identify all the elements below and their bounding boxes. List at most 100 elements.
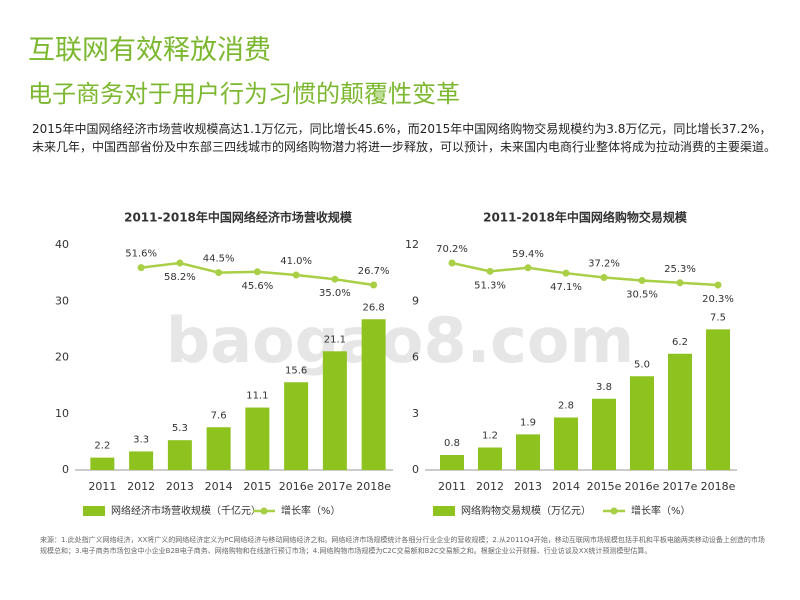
growth-marker: [714, 281, 722, 289]
x-tick-label: 2018e: [701, 480, 736, 493]
growth-marker: [292, 271, 300, 279]
x-tick-label: 2014: [552, 480, 580, 493]
bar-label: 0.8: [444, 438, 460, 449]
legend-swatch: [83, 506, 105, 516]
growth-line: [451, 261, 719, 287]
x-tick-label: 2016e: [625, 480, 660, 493]
x-tick-label: 2015e: [587, 480, 622, 493]
bar: [361, 319, 386, 470]
growth-marker: [176, 259, 184, 267]
legend-label: 网络购物交易规模（万亿元）: [461, 504, 591, 517]
growth-marker: [215, 269, 223, 277]
bar-label: 5.0: [634, 359, 650, 370]
y-tick-label: 3: [412, 407, 419, 420]
y-tick-label: 9: [412, 294, 419, 307]
chart-title: 2011-2018年中国网络购物交易规模: [483, 210, 688, 225]
y-tick-label: 20: [55, 351, 69, 364]
bar: [706, 329, 730, 470]
x-tick-label: 2012: [127, 480, 155, 493]
bar-label: 1.2: [482, 431, 498, 442]
growth-label: 44.5%: [203, 254, 235, 265]
growth-label: 58.2%: [164, 272, 196, 283]
x-tick-label: 2013: [166, 480, 194, 493]
footnote: 来源：1.此处指广义网络经济，XX将广义的网络经济定义为PC网络经济与移动网络经…: [40, 536, 765, 555]
x-tick-label: 2018e: [356, 480, 391, 493]
x-tick-label: 2014: [205, 480, 233, 493]
legend-marker: [610, 507, 618, 515]
legend-label: 增长率（%）: [631, 504, 691, 517]
growth-label: 70.2%: [436, 244, 468, 255]
bar-label: 2.8: [558, 401, 574, 412]
watermark: baogao8.com: [166, 304, 634, 377]
x-tick-label: 2013: [514, 480, 542, 493]
bar-label: 6.2: [672, 337, 688, 348]
growth-marker: [676, 279, 684, 287]
growth-label: 37.2%: [588, 259, 620, 270]
x-tick-label: 2015: [243, 480, 271, 493]
growth-marker: [448, 259, 456, 267]
bar: [630, 376, 654, 470]
x-tick-label: 2011: [438, 480, 466, 493]
growth-label: 47.1%: [550, 282, 582, 293]
bar: [440, 455, 464, 470]
chart-title: 2011-2018年中国网络经济市场营收规模: [124, 210, 353, 225]
growth-label: 41.0%: [280, 256, 312, 267]
bar: [129, 451, 154, 470]
bar: [322, 351, 347, 470]
growth-label: 51.6%: [125, 249, 157, 260]
growth-label: 59.4%: [512, 249, 544, 260]
x-tick-label: 2017e: [317, 480, 352, 493]
bar: [206, 427, 231, 470]
bar-label: 7.5: [710, 312, 726, 323]
growth-marker: [253, 268, 261, 276]
bar: [245, 407, 270, 470]
y-tick-label: 0: [62, 463, 69, 476]
bar: [554, 417, 578, 470]
legend-swatch: [433, 506, 455, 516]
charts: baogao8.com 2011-2018年中国网络经济市场营收规模 0 10 20 3…: [55, 210, 737, 517]
y-tick-label: 10: [55, 407, 69, 420]
bar: [592, 398, 616, 470]
growth-marker: [370, 281, 378, 289]
growth-marker: [562, 269, 570, 277]
y-tick-label: 12: [405, 238, 419, 251]
bar-label: 5.3: [172, 423, 188, 434]
growth-label: 26.7%: [358, 266, 390, 277]
bar: [478, 447, 502, 470]
paragraph: 2015年中国网络经济市场营收规模高达1.1万亿元，同比增长45.6%，而201…: [32, 122, 777, 154]
bar-label: 11.1: [246, 391, 268, 402]
x-tick-label: 2017e: [663, 480, 698, 493]
growth-marker: [331, 275, 339, 283]
growth-label: 30.5%: [626, 290, 658, 301]
growth-label: 20.3%: [702, 294, 734, 305]
x-tick-label: 2016e: [279, 480, 314, 493]
legend-label: 增长率（%）: [281, 504, 341, 517]
growth-label: 25.3%: [664, 264, 696, 275]
legend-label: 网络经济市场营收规模（千亿元）: [111, 504, 261, 517]
growth-label: 45.6%: [241, 281, 273, 292]
growth-marker: [638, 277, 646, 285]
legend-marker: [260, 507, 268, 515]
y-tick-label: 40: [55, 238, 69, 251]
bar-label: 1.9: [520, 417, 536, 428]
y-tick-label: 6: [412, 351, 419, 364]
growth-label: 35.0%: [319, 288, 351, 299]
bar-label: 26.8: [362, 302, 384, 313]
bar-label: 2.2: [94, 441, 110, 452]
growth-marker: [137, 264, 145, 272]
x-tick-label: 2012: [476, 480, 504, 493]
bar-label: 7.6: [211, 410, 227, 421]
bar-label: 3.3: [133, 434, 149, 445]
slide-title: 互联网有效释放消费: [28, 35, 271, 66]
bar: [167, 440, 192, 470]
growth-label: 51.3%: [474, 280, 506, 291]
y-tick-label: 0: [412, 463, 419, 476]
y-tick-label: 30: [55, 294, 69, 307]
x-tick-label: 2011: [88, 480, 116, 493]
bar-label: 15.6: [285, 365, 307, 376]
bar: [90, 457, 115, 470]
growth-marker: [600, 274, 608, 282]
growth-marker: [524, 264, 532, 272]
bar: [668, 353, 692, 470]
